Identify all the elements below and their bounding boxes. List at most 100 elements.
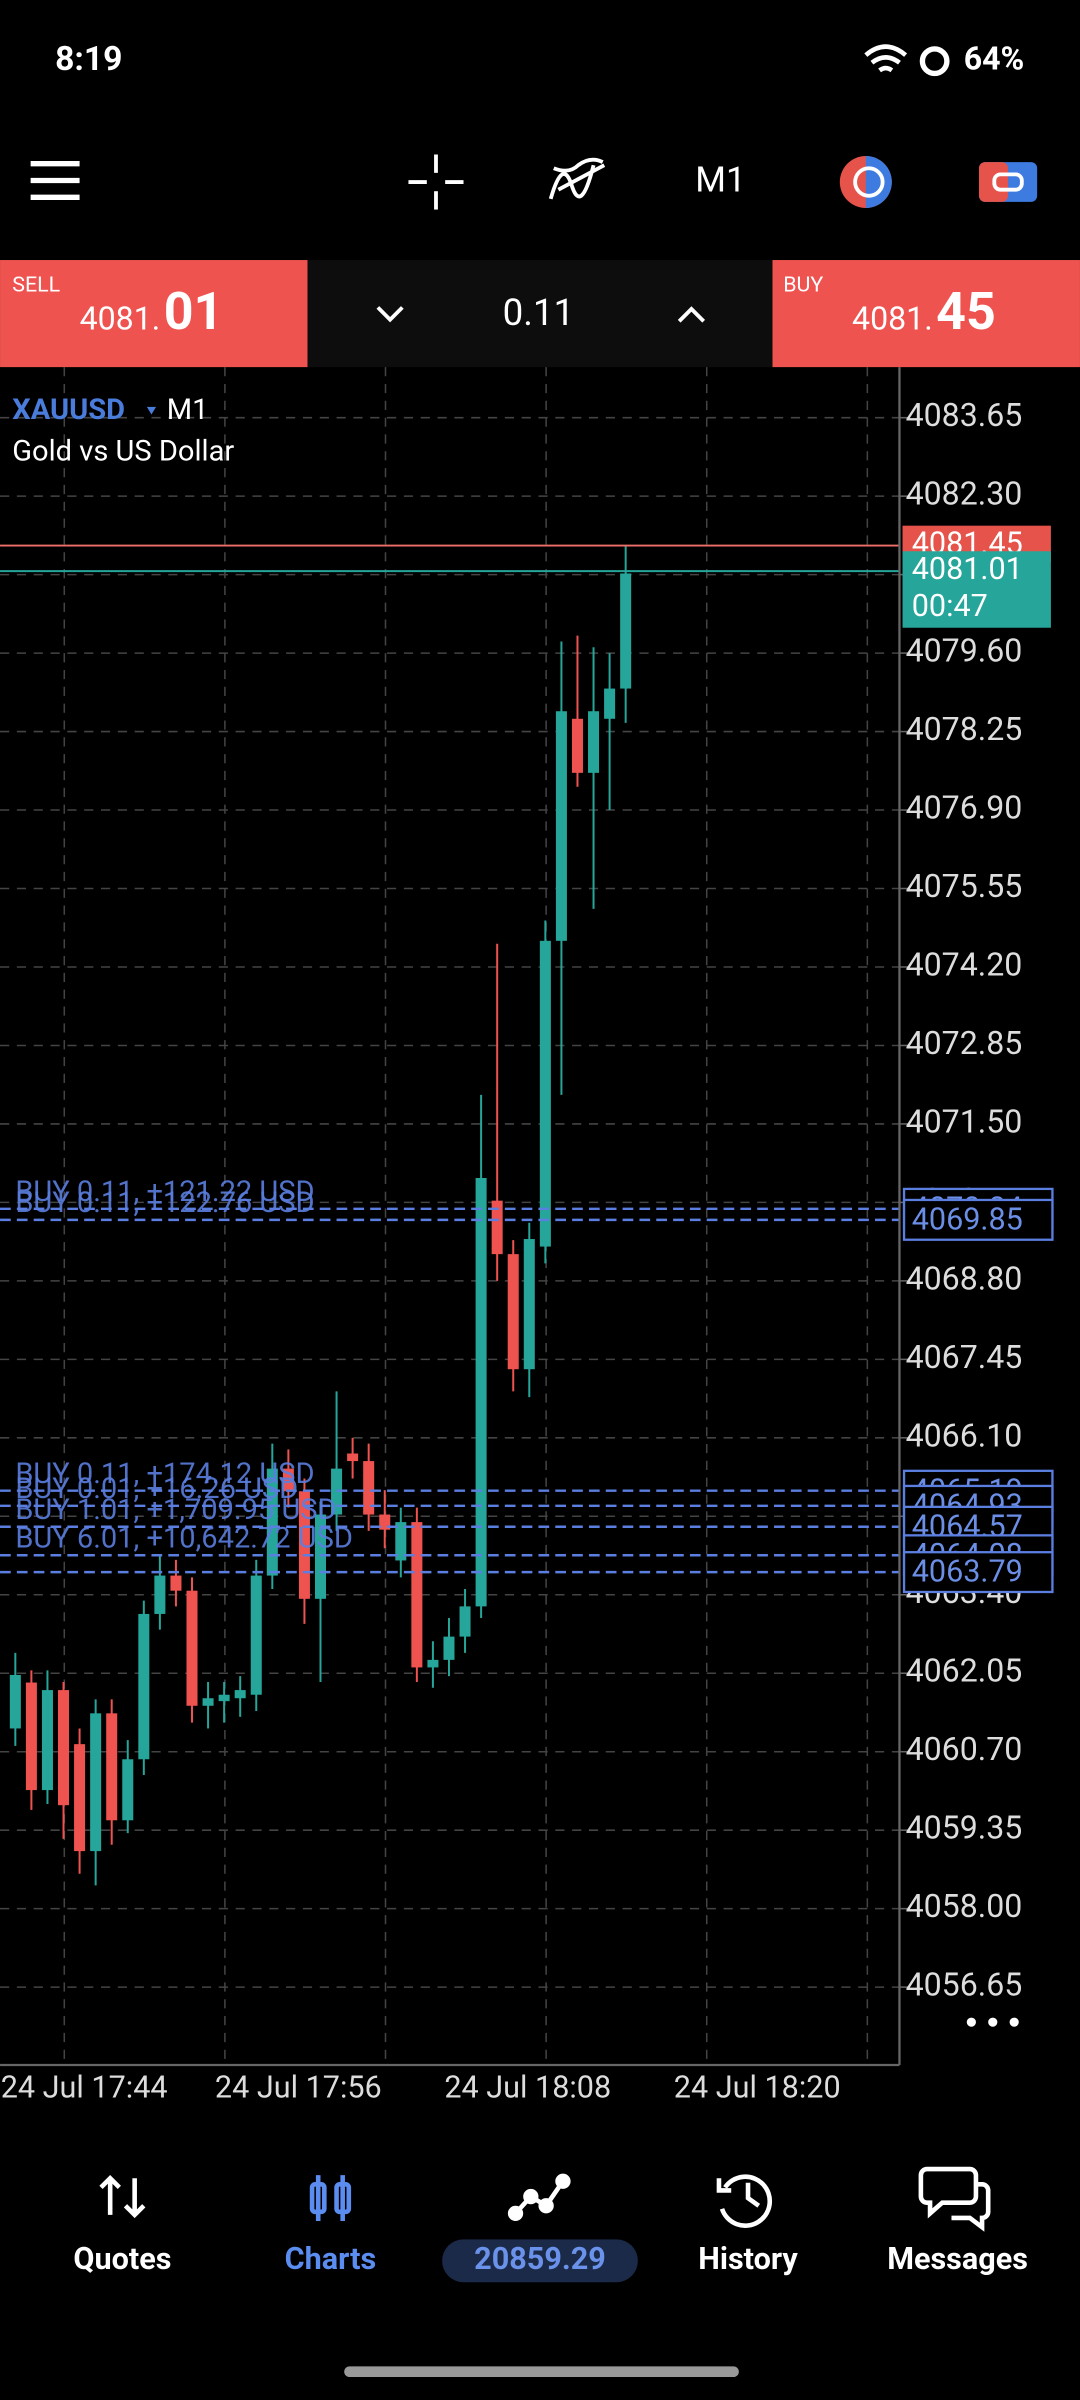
candle-body xyxy=(250,1575,262,1695)
candle-body xyxy=(411,1522,423,1668)
battery-level: 64% xyxy=(964,40,1025,78)
candle-body xyxy=(9,1674,21,1729)
order-price-label: 4069.85 xyxy=(912,1202,1023,1237)
charts-icon[interactable] xyxy=(309,2175,352,2222)
order-price-box xyxy=(902,1198,1054,1241)
y-tick-label: 4068.80 xyxy=(906,1259,1023,1297)
candle-body xyxy=(298,1491,310,1599)
buy-price-main: 4081. xyxy=(852,300,933,338)
volume-value[interactable]: 0.11 xyxy=(503,291,575,334)
candle-body xyxy=(58,1690,70,1806)
candle-body xyxy=(507,1254,519,1370)
crosshair-button[interactable] xyxy=(408,154,464,210)
candle-body xyxy=(363,1461,375,1515)
x-tick-label: 24 Jul 17:44 xyxy=(1,2071,168,2106)
candle-body xyxy=(491,1200,503,1255)
history-icon[interactable] xyxy=(716,2174,773,2228)
candle-body xyxy=(379,1514,391,1530)
candle-body xyxy=(475,1177,487,1607)
candle-body xyxy=(443,1636,455,1660)
balance-pill[interactable] xyxy=(442,2239,638,2283)
sell-price-big: 01 xyxy=(164,281,224,342)
candle-body xyxy=(571,718,583,773)
candle-body xyxy=(282,1468,294,1492)
y-tick-label: 4062.05 xyxy=(906,1652,1023,1690)
symbol-dropdown[interactable] xyxy=(146,406,157,415)
candle-body xyxy=(588,711,600,773)
candle-body xyxy=(138,1613,150,1760)
order-label: BUY 0.11, +121.22 USD xyxy=(15,1175,314,1209)
candle-body xyxy=(106,1713,118,1821)
candle-body xyxy=(266,1468,278,1576)
more-button[interactable] xyxy=(966,2017,1019,2027)
quotes-icon[interactable] xyxy=(99,2174,146,2219)
y-tick-label: 4078.25 xyxy=(906,710,1023,748)
candle-body xyxy=(395,1522,407,1561)
y-tick-label: 4060.70 xyxy=(906,1730,1023,1768)
y-tick-label: 4059.35 xyxy=(906,1809,1023,1847)
battery-icon xyxy=(919,46,950,77)
y-tick-label: 4083.65 xyxy=(906,396,1023,434)
sell-button[interactable] xyxy=(0,260,308,368)
y-tick-label: 4074.20 xyxy=(906,945,1023,983)
y-tick-label: 4076.90 xyxy=(906,789,1023,827)
symbol-name[interactable]: XAUUSD xyxy=(12,393,125,427)
order-price-label: 4063.79 xyxy=(912,1555,1023,1590)
x-tick-label: 24 Jul 17:56 xyxy=(215,2071,382,2106)
menu-button[interactable] xyxy=(30,160,80,200)
trade-icon[interactable] xyxy=(507,2173,571,2222)
candle-body xyxy=(620,573,632,689)
one-click-button[interactable] xyxy=(839,156,892,209)
home-indicator xyxy=(344,2366,739,2378)
buy-button[interactable] xyxy=(772,260,1080,368)
order-label: BUY 0.01, +16.26 USD xyxy=(15,1472,298,1506)
candle-body xyxy=(523,1239,535,1370)
indicators-button[interactable] xyxy=(548,157,606,200)
bid-price-label: 4081.01 xyxy=(912,552,1023,587)
candle-body xyxy=(170,1575,182,1591)
candle-body xyxy=(186,1590,198,1706)
order-label: BUY 6.01, +10,642.72 USD xyxy=(15,1522,353,1556)
timeframe-button[interactable]: M1 xyxy=(695,158,745,200)
candle-layer xyxy=(9,545,632,1886)
nav-charts[interactable]: Charts xyxy=(285,2242,377,2277)
candle-body xyxy=(25,1682,37,1791)
nav-messages[interactable]: Messages xyxy=(887,2242,1028,2277)
messages-icon[interactable] xyxy=(918,2166,991,2232)
sell-price-main: 4081. xyxy=(80,300,161,338)
y-tick-label: 4071.50 xyxy=(906,1102,1023,1140)
nav-history[interactable]: History xyxy=(698,2242,798,2277)
y-tick-label: 4072.85 xyxy=(906,1024,1023,1062)
candle-body xyxy=(122,1759,134,1821)
candle-body xyxy=(459,1606,471,1637)
nav-quotes[interactable]: Quotes xyxy=(73,2242,171,2277)
y-tick-label: 4056.65 xyxy=(906,1966,1023,2004)
y-tick-label: 4066.10 xyxy=(906,1416,1023,1454)
candle-body xyxy=(604,688,616,719)
candle-countdown: 00:47 xyxy=(912,589,988,624)
candle-body xyxy=(202,1698,214,1706)
order-label: BUY 0.11, +174.12 USD xyxy=(15,1457,314,1491)
trade-button[interactable] xyxy=(979,162,1038,202)
volume-up[interactable] xyxy=(677,306,706,323)
nav-balance[interactable]: 20859.29 xyxy=(474,2242,606,2277)
candle-body xyxy=(90,1713,102,1852)
candle-body xyxy=(427,1659,439,1668)
candle-body xyxy=(555,711,567,941)
bid-box xyxy=(902,551,1051,628)
sell-label: SELL xyxy=(12,273,60,298)
chart-timeframe: M1 xyxy=(167,393,209,427)
candle-body xyxy=(74,1744,86,1852)
volume-down[interactable] xyxy=(376,306,404,323)
label-layer: 24 Jul 17:44 24 Jul 17:56 24 Jul 18:08 24 J… xyxy=(1,525,1054,2106)
y-tick-label: 4067.45 xyxy=(906,1338,1023,1376)
x-tick-label: 24 Jul 18:20 xyxy=(674,2071,841,2106)
y-tick-label: 4075.55 xyxy=(906,867,1023,905)
buy-label: BUY xyxy=(783,273,823,298)
candle-body xyxy=(314,1514,327,1599)
status-time: 8:19 xyxy=(55,40,122,79)
candle-body xyxy=(539,940,551,1247)
